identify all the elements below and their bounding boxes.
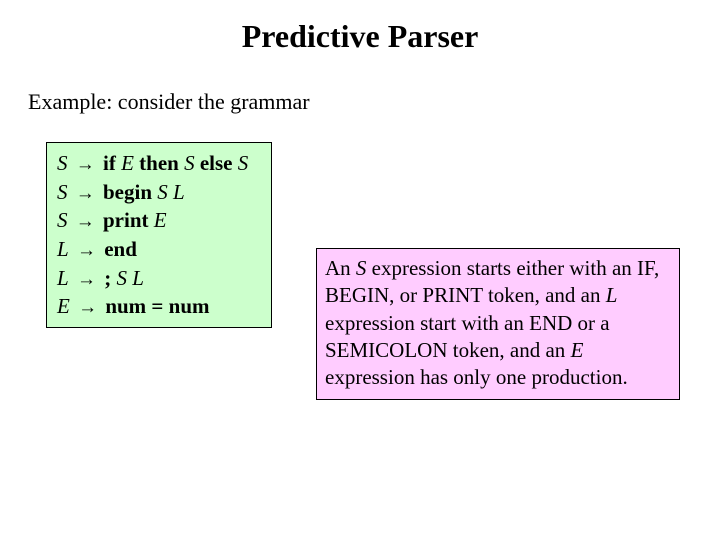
- nonterminal: S: [356, 256, 367, 280]
- grammar-rule: S → if E then S else S: [57, 149, 261, 178]
- explanation-box: An S expression starts either with an IF…: [316, 248, 680, 400]
- explanation-text: An: [325, 256, 356, 280]
- terminal: ;: [104, 266, 116, 290]
- grammar-rule: L → ; S L: [57, 264, 261, 293]
- grammar-rule: E → num = num: [57, 292, 261, 321]
- arrow-icon: →: [73, 209, 98, 235]
- nonterminal: S L: [157, 180, 184, 204]
- terminal: end: [104, 237, 137, 261]
- nonterminal: L: [57, 237, 69, 261]
- subtitle: Example: consider the grammar: [0, 55, 720, 115]
- nonterminal: S: [184, 151, 195, 175]
- arrow-icon: →: [74, 267, 99, 293]
- nonterminal: S: [57, 180, 68, 204]
- explanation-text: expression has only one production.: [325, 365, 628, 389]
- terminal: if: [103, 151, 121, 175]
- terminal: then: [134, 151, 184, 175]
- terminal: else: [195, 151, 238, 175]
- nonterminal: L: [606, 283, 618, 307]
- arrow-icon: →: [74, 238, 99, 264]
- nonterminal: S: [238, 151, 249, 175]
- grammar-box: S → if E then S else S S → begin S L S →…: [46, 142, 272, 328]
- page-title: Predictive Parser: [0, 0, 720, 55]
- arrow-icon: →: [73, 181, 98, 207]
- nonterminal: E: [121, 151, 134, 175]
- grammar-rule: S → begin S L: [57, 178, 261, 207]
- arrow-icon: →: [73, 152, 98, 178]
- nonterminal: S: [57, 151, 68, 175]
- nonterminal: E: [154, 208, 167, 232]
- explanation-text: expression start with an END or a SEMICO…: [325, 311, 610, 362]
- nonterminal: S: [57, 208, 68, 232]
- nonterminal: S L: [116, 266, 143, 290]
- terminal: print: [103, 208, 154, 232]
- nonterminal: E: [57, 294, 70, 318]
- grammar-rule: S → print E: [57, 206, 261, 235]
- arrow-icon: →: [75, 295, 100, 321]
- nonterminal: E: [571, 338, 584, 362]
- nonterminal: L: [57, 266, 69, 290]
- grammar-rule: L → end: [57, 235, 261, 264]
- terminal: num = num: [105, 294, 209, 318]
- terminal: begin: [103, 180, 157, 204]
